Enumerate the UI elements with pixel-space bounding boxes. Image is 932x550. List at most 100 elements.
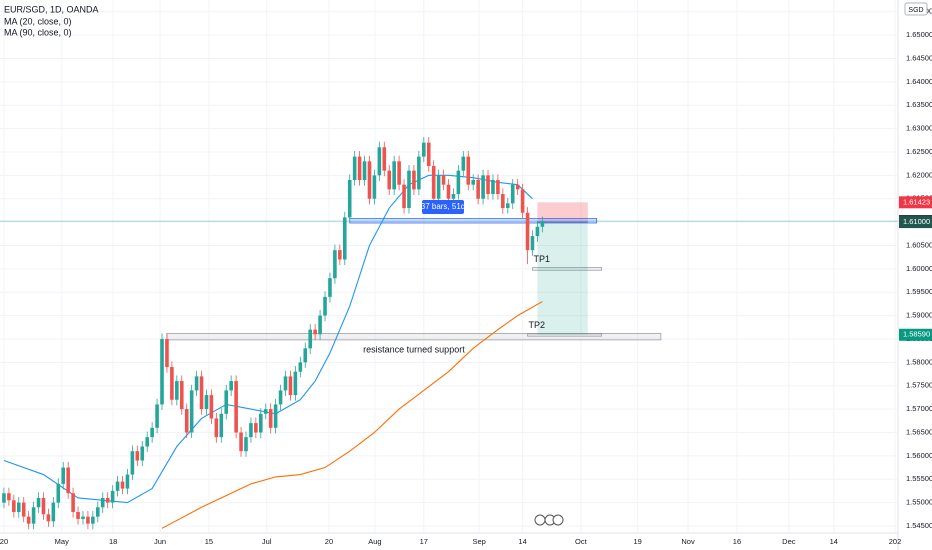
candle-body	[140, 446, 145, 461]
candle-body	[303, 348, 308, 363]
candle-body	[357, 156, 362, 181]
candle-body	[56, 483, 61, 503]
candle-body	[214, 418, 219, 438]
y-tick-label: 1.59000	[906, 311, 932, 320]
candle-body	[105, 497, 110, 503]
x-tick-label: 19	[634, 537, 642, 546]
candle-body	[496, 180, 500, 195]
candle-body	[130, 451, 135, 475]
currency-box	[904, 2, 928, 16]
y-tick-label: 1.60000	[906, 264, 932, 273]
candle-body	[86, 516, 90, 524]
y-tick-label: 1.64000	[906, 77, 932, 86]
x-tick-label: Jun	[154, 537, 166, 546]
x-tick-label: 17	[420, 537, 428, 546]
candle-body	[81, 516, 85, 519]
zone-label: TP2	[529, 320, 546, 330]
symbol-title: EUR/SGD, 1D, OANDA	[4, 4, 99, 14]
candle-body	[51, 502, 56, 522]
candle-body	[481, 175, 485, 199]
candle-body	[239, 432, 243, 452]
candle-body	[244, 437, 248, 452]
candle-body	[412, 170, 416, 190]
plot	[0, 136, 898, 530]
candle-body	[313, 329, 317, 335]
y-tick-label: 1.62000	[906, 170, 932, 179]
candle-body	[199, 376, 204, 410]
candle-body	[298, 362, 303, 372]
candle-body	[155, 404, 159, 428]
candle-body	[293, 371, 298, 396]
candle-body	[471, 180, 476, 185]
x-tick-label: 15	[205, 537, 213, 546]
candle-body	[377, 147, 382, 176]
candle-body	[110, 490, 115, 503]
candle-body	[367, 161, 372, 199]
candle-body	[347, 180, 352, 218]
candle-body	[7, 493, 11, 501]
candle-body	[249, 423, 253, 438]
candle-body	[318, 315, 322, 335]
candle-body	[120, 481, 125, 489]
candle-body	[21, 502, 26, 517]
candle-body	[402, 184, 406, 209]
price-label-box	[899, 328, 932, 341]
candle-body	[426, 142, 431, 166]
candle-body	[530, 236, 535, 251]
candle-body	[259, 413, 263, 433]
y-tick-label: 1.63000	[906, 124, 932, 133]
stop-zone	[537, 202, 588, 223]
y-tick-label: 1.54500	[906, 521, 932, 530]
candle-body	[170, 367, 174, 400]
candle-body	[510, 184, 515, 204]
candle-body	[31, 507, 36, 524]
candle-body	[61, 467, 66, 484]
candle-body	[342, 217, 347, 260]
candle-body	[204, 395, 209, 410]
x-tick-label: 202	[889, 537, 902, 546]
candle-body	[362, 161, 367, 181]
y-tick-label: 1.57000	[906, 404, 932, 413]
y-tick-label: 1.57500	[906, 381, 932, 390]
candle-body	[422, 142, 426, 157]
candle-body	[461, 156, 466, 171]
y-tick-label: 1.56500	[906, 427, 932, 436]
candle-body	[2, 493, 6, 503]
candle-body	[36, 497, 41, 508]
candle-body	[234, 381, 238, 433]
candle-body	[160, 338, 164, 405]
candle-body	[100, 497, 105, 508]
candle-body	[165, 338, 169, 368]
y-tick-label: 1.56000	[906, 451, 932, 460]
candle-body	[407, 170, 411, 209]
candle-body	[66, 467, 70, 494]
candle-body	[436, 175, 441, 199]
legend-entry: MA (90, close, 0)	[4, 27, 72, 37]
candle-body	[150, 427, 154, 438]
y-tick-label: 1.62500	[906, 147, 932, 156]
candle-body	[12, 500, 16, 512]
candle-body	[525, 212, 530, 251]
candle-body	[338, 250, 342, 260]
x-tick-label: 20	[0, 537, 8, 546]
price-label-box	[899, 196, 932, 209]
candle-body	[515, 184, 520, 190]
y-tick-label: 1.55500	[906, 474, 932, 483]
zone	[527, 333, 602, 337]
candle-body	[486, 175, 490, 195]
candle-body	[308, 329, 313, 349]
candle-body	[254, 423, 258, 433]
candle-body	[520, 189, 525, 213]
y-tick-label: 1.63500	[906, 100, 932, 109]
candle-body	[96, 507, 100, 517]
y-tick-label: 1.65000	[906, 30, 932, 39]
candle-body	[501, 194, 505, 209]
candle-body	[540, 221, 545, 227]
candle-body	[278, 390, 283, 405]
candle-body	[135, 451, 140, 461]
candle-body	[76, 511, 80, 519]
candle-body	[115, 481, 120, 491]
y-tick-label: 1.55000	[906, 498, 932, 507]
